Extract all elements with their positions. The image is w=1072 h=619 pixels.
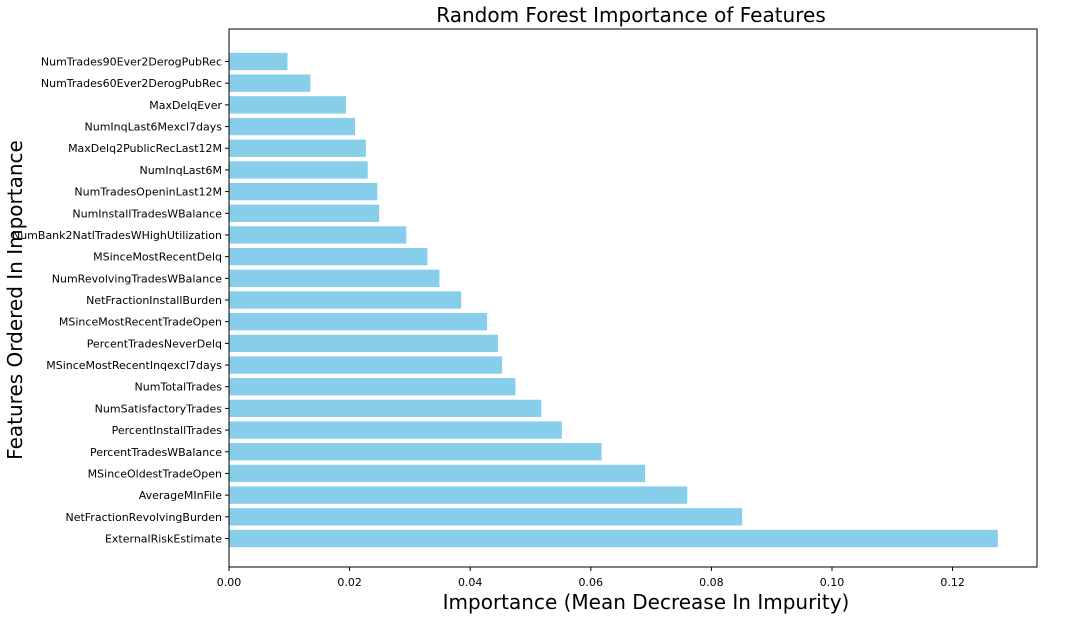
- x-tick-label: 0.10: [820, 576, 845, 589]
- y-tick-label: AverageMInFile: [139, 489, 223, 502]
- y-tick-label: PercentTradesWBalance: [90, 446, 222, 459]
- bar: [229, 96, 346, 114]
- bar: [229, 247, 428, 266]
- y-tick-label: PercentTradesNeverDelq: [87, 337, 222, 350]
- y-tick-label: PercentInstallTrades: [112, 424, 223, 437]
- bar: [229, 139, 366, 157]
- y-tick-label: MSinceOldestTradeOpen: [88, 467, 222, 480]
- x-tick-label: 0.08: [699, 576, 724, 589]
- bar: [229, 356, 503, 374]
- bars-layer: [229, 52, 998, 548]
- y-tick-label: MSinceMostRecentInqexcl7days: [46, 359, 222, 372]
- bar: [229, 117, 356, 136]
- x-axis: 0.00 0.02 0.04 0.06 0.08 0.10 0.12: [217, 567, 965, 589]
- y-tick-label: NetFractionRevolvingBurden: [65, 511, 222, 524]
- bar: [229, 74, 311, 92]
- x-tick-label: 0.04: [458, 576, 483, 589]
- x-tick-label: 0.12: [940, 576, 965, 589]
- bar: [229, 486, 688, 504]
- bar: [229, 464, 646, 483]
- y-tick-label: NumRevolvingTradesWBalance: [52, 272, 222, 285]
- bar: [229, 313, 488, 331]
- x-tick-label: 0.06: [579, 576, 604, 589]
- bar: [229, 204, 380, 222]
- y-tick-label: MSinceMostRecentDelq: [93, 251, 222, 264]
- x-axis-title: Importance (Mean Decrease In Impurity): [443, 590, 850, 614]
- bar: [229, 378, 516, 396]
- y-tick-label: ExternalRiskEstimate: [105, 533, 222, 546]
- y-tick-label: MaxDelq2PublicRecLast12M: [68, 142, 222, 155]
- x-tick-label: 0.02: [337, 576, 362, 589]
- y-tick-label: NumInqLast6Mexcl7days: [85, 121, 223, 134]
- y-tick-label: NumInstallTradesWBalance: [72, 207, 222, 220]
- bar: [229, 291, 462, 309]
- bar: [229, 421, 562, 439]
- bar: [229, 182, 378, 201]
- plot-frame: [228, 28, 1038, 568]
- y-tick-label: NumTrades90Ever2DerogPubRec: [41, 56, 222, 69]
- bar: [229, 334, 498, 353]
- y-tick-label: NumInqLast6M: [139, 164, 222, 177]
- bar: [229, 269, 440, 287]
- bar: [229, 226, 407, 244]
- y-tick-label: NumBank2NatlTradesWHighUtilization: [12, 229, 222, 242]
- bar: [229, 508, 743, 526]
- bar: [229, 161, 368, 179]
- x-tick-label: 0.00: [217, 576, 242, 589]
- y-tick-label: MaxDelqEver: [149, 99, 222, 112]
- y-axis-title: Features Ordered In Importance: [3, 140, 27, 460]
- y-tick-label: NumSatisfactoryTrades: [95, 402, 223, 415]
- chart-title: Random Forest Importance of Features: [436, 3, 826, 27]
- y-tick-label: NetFractionInstallBurden: [86, 294, 222, 307]
- y-tick-label: NumTrades60Ever2DerogPubRec: [41, 77, 222, 90]
- bar: [229, 52, 288, 71]
- bar: [229, 399, 542, 418]
- y-tick-label: MSinceMostRecentTradeOpen: [59, 316, 222, 329]
- bar: [229, 529, 998, 548]
- y-axis: ExternalRiskEstimate NetFractionRevolving…: [12, 56, 229, 546]
- bar: [229, 443, 602, 461]
- y-tick-label: NumTotalTrades: [135, 381, 223, 394]
- y-tick-label: NumTradesOpeninLast12M: [74, 186, 222, 199]
